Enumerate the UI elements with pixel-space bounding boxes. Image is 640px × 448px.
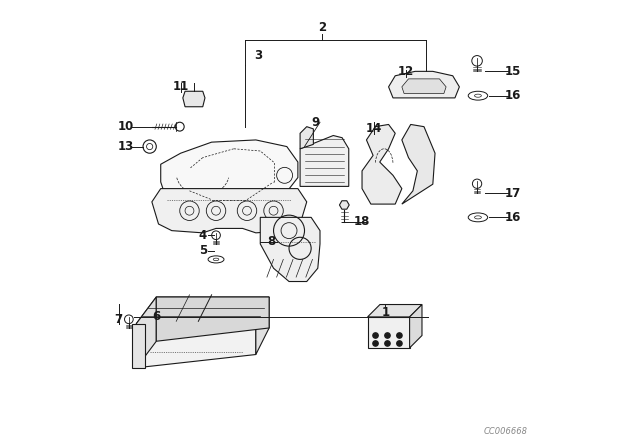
Polygon shape (260, 217, 320, 281)
Polygon shape (339, 201, 349, 209)
Text: 8: 8 (268, 235, 275, 248)
Text: 5: 5 (198, 244, 207, 257)
Text: 13: 13 (118, 140, 134, 153)
Circle shape (373, 333, 378, 338)
Polygon shape (136, 297, 156, 368)
Text: 12: 12 (398, 65, 415, 78)
Text: 1: 1 (381, 306, 390, 319)
Polygon shape (136, 297, 269, 323)
Polygon shape (161, 140, 298, 213)
Text: 17: 17 (504, 186, 520, 199)
Text: 7: 7 (115, 313, 123, 326)
Circle shape (397, 341, 402, 346)
Polygon shape (367, 305, 422, 317)
Circle shape (385, 341, 390, 346)
Polygon shape (152, 189, 307, 233)
Text: 4: 4 (198, 228, 207, 241)
Text: 18: 18 (354, 215, 370, 228)
Polygon shape (402, 125, 435, 204)
Polygon shape (183, 91, 205, 107)
Text: 10: 10 (118, 120, 134, 133)
Text: 15: 15 (504, 65, 521, 78)
Polygon shape (410, 305, 422, 348)
Circle shape (385, 333, 390, 338)
Polygon shape (300, 127, 314, 149)
Text: 3: 3 (254, 49, 262, 62)
Polygon shape (132, 323, 145, 368)
Text: 16: 16 (504, 89, 521, 102)
Text: CC006668: CC006668 (484, 427, 528, 436)
Polygon shape (388, 71, 460, 98)
Text: 9: 9 (312, 116, 320, 129)
Polygon shape (256, 297, 269, 354)
Text: 6: 6 (152, 310, 161, 323)
Text: 11: 11 (173, 80, 189, 93)
Text: 2: 2 (318, 21, 326, 34)
Polygon shape (362, 125, 402, 204)
Polygon shape (136, 323, 256, 368)
Circle shape (373, 341, 378, 346)
Polygon shape (402, 79, 446, 94)
Text: 16: 16 (504, 211, 521, 224)
Polygon shape (156, 297, 269, 341)
Polygon shape (367, 317, 410, 348)
Polygon shape (300, 135, 349, 186)
Text: 14: 14 (366, 122, 382, 135)
Circle shape (397, 333, 402, 338)
